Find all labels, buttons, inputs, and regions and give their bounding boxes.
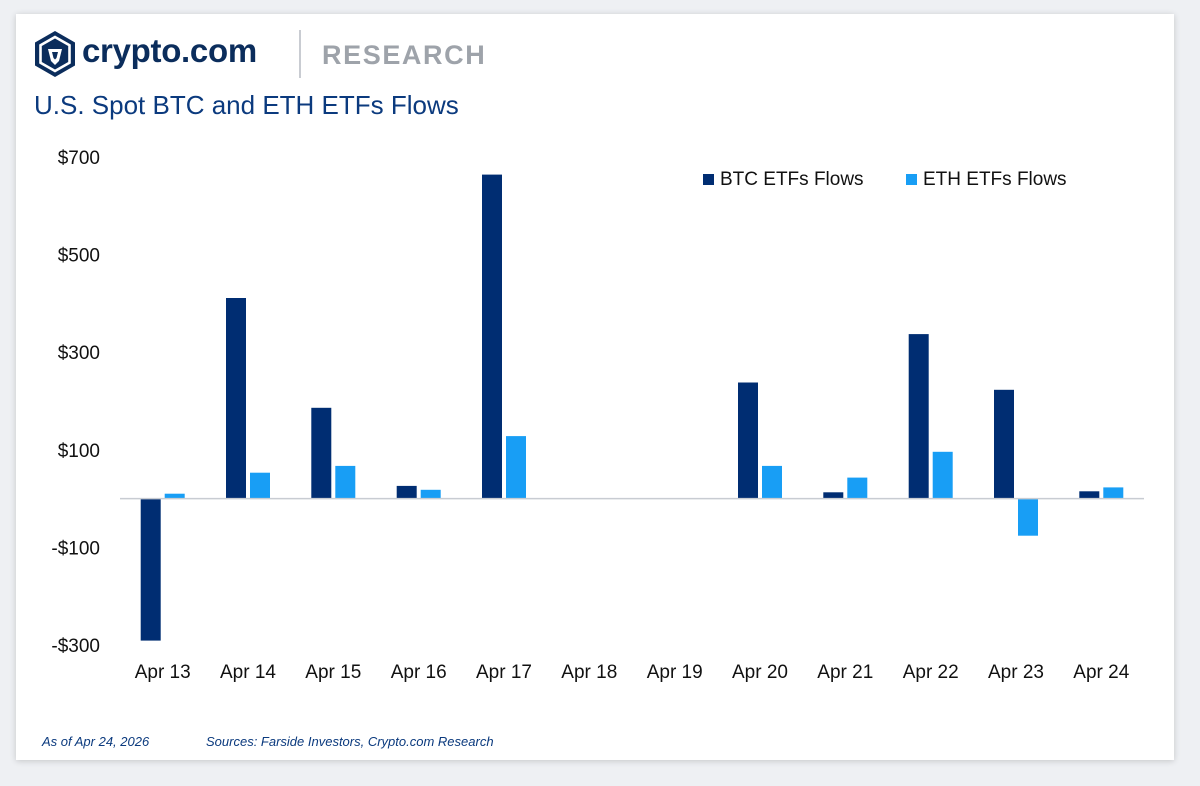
eth-bar	[1103, 487, 1124, 499]
btc-bar	[823, 492, 844, 499]
legend-btc-swatch	[703, 174, 714, 185]
btc-bar	[1079, 491, 1100, 499]
as-of-date: As of Apr 24, 2026	[42, 734, 150, 749]
eth-bar	[1018, 498, 1038, 536]
logo-divider	[299, 30, 301, 78]
legend-eth-swatch	[906, 174, 917, 185]
y-tick-label: $500	[58, 246, 100, 267]
y-tick-label: $100	[58, 441, 100, 462]
eth-bar	[847, 477, 868, 499]
chart-card: crypto.com RESEARCH U.S. Spot BTC and ET…	[16, 14, 1174, 760]
y-tick-label: $300	[58, 343, 100, 364]
x-tick-label: Apr 18	[561, 662, 617, 683]
btc-bar	[738, 382, 758, 499]
x-tick-label: Apr 15	[305, 662, 361, 683]
x-tick-label: Apr 21	[817, 662, 873, 683]
eth-bar	[250, 472, 270, 499]
y-tick-label: -$100	[51, 538, 100, 559]
btc-bar	[994, 389, 1014, 499]
x-tick-label: Apr 17	[476, 662, 532, 683]
brand-name: crypto.com	[82, 32, 257, 69]
x-tick-label: Apr 16	[391, 662, 447, 683]
btc-bar	[908, 334, 929, 499]
btc-bar	[482, 174, 502, 499]
sources-note: Sources: Farside Investors, Crypto.com R…	[206, 734, 494, 749]
y-tick-label: $700	[58, 148, 100, 169]
x-tick-label: Apr 23	[988, 662, 1044, 683]
x-tick-label: Apr 13	[135, 662, 191, 683]
eth-bar	[932, 451, 953, 499]
eth-bar	[164, 493, 185, 499]
crypto-com-lion-shield-icon	[35, 31, 75, 77]
x-tick-label: Apr 20	[732, 662, 788, 683]
x-tick-label: Apr 19	[647, 662, 703, 683]
bar-chart: $700 $500 $300 $100 -$100 -$300 Apr 13 Apr 14 Ap…	[51, 148, 1144, 683]
eth-bar	[335, 465, 356, 499]
y-tick-label: -$300	[51, 636, 100, 657]
btc-bar	[226, 298, 246, 499]
x-tick-label: Apr 22	[903, 662, 959, 683]
btc-bar	[311, 407, 332, 499]
legend-eth-label: ETH ETFs Flows	[923, 169, 1067, 190]
chart-title: U.S. Spot BTC and ETH ETFs Flows	[34, 90, 459, 120]
eth-bar	[506, 436, 526, 499]
legend-btc-label: BTC ETFs Flows	[720, 169, 864, 190]
eth-bar	[420, 489, 441, 499]
x-tick-label: Apr 14	[220, 662, 276, 683]
eth-bar	[762, 465, 782, 499]
brand-section: RESEARCH	[322, 40, 487, 70]
btc-bar	[396, 485, 417, 499]
x-tick-label: Apr 24	[1073, 662, 1129, 683]
btc-bar	[140, 498, 161, 641]
